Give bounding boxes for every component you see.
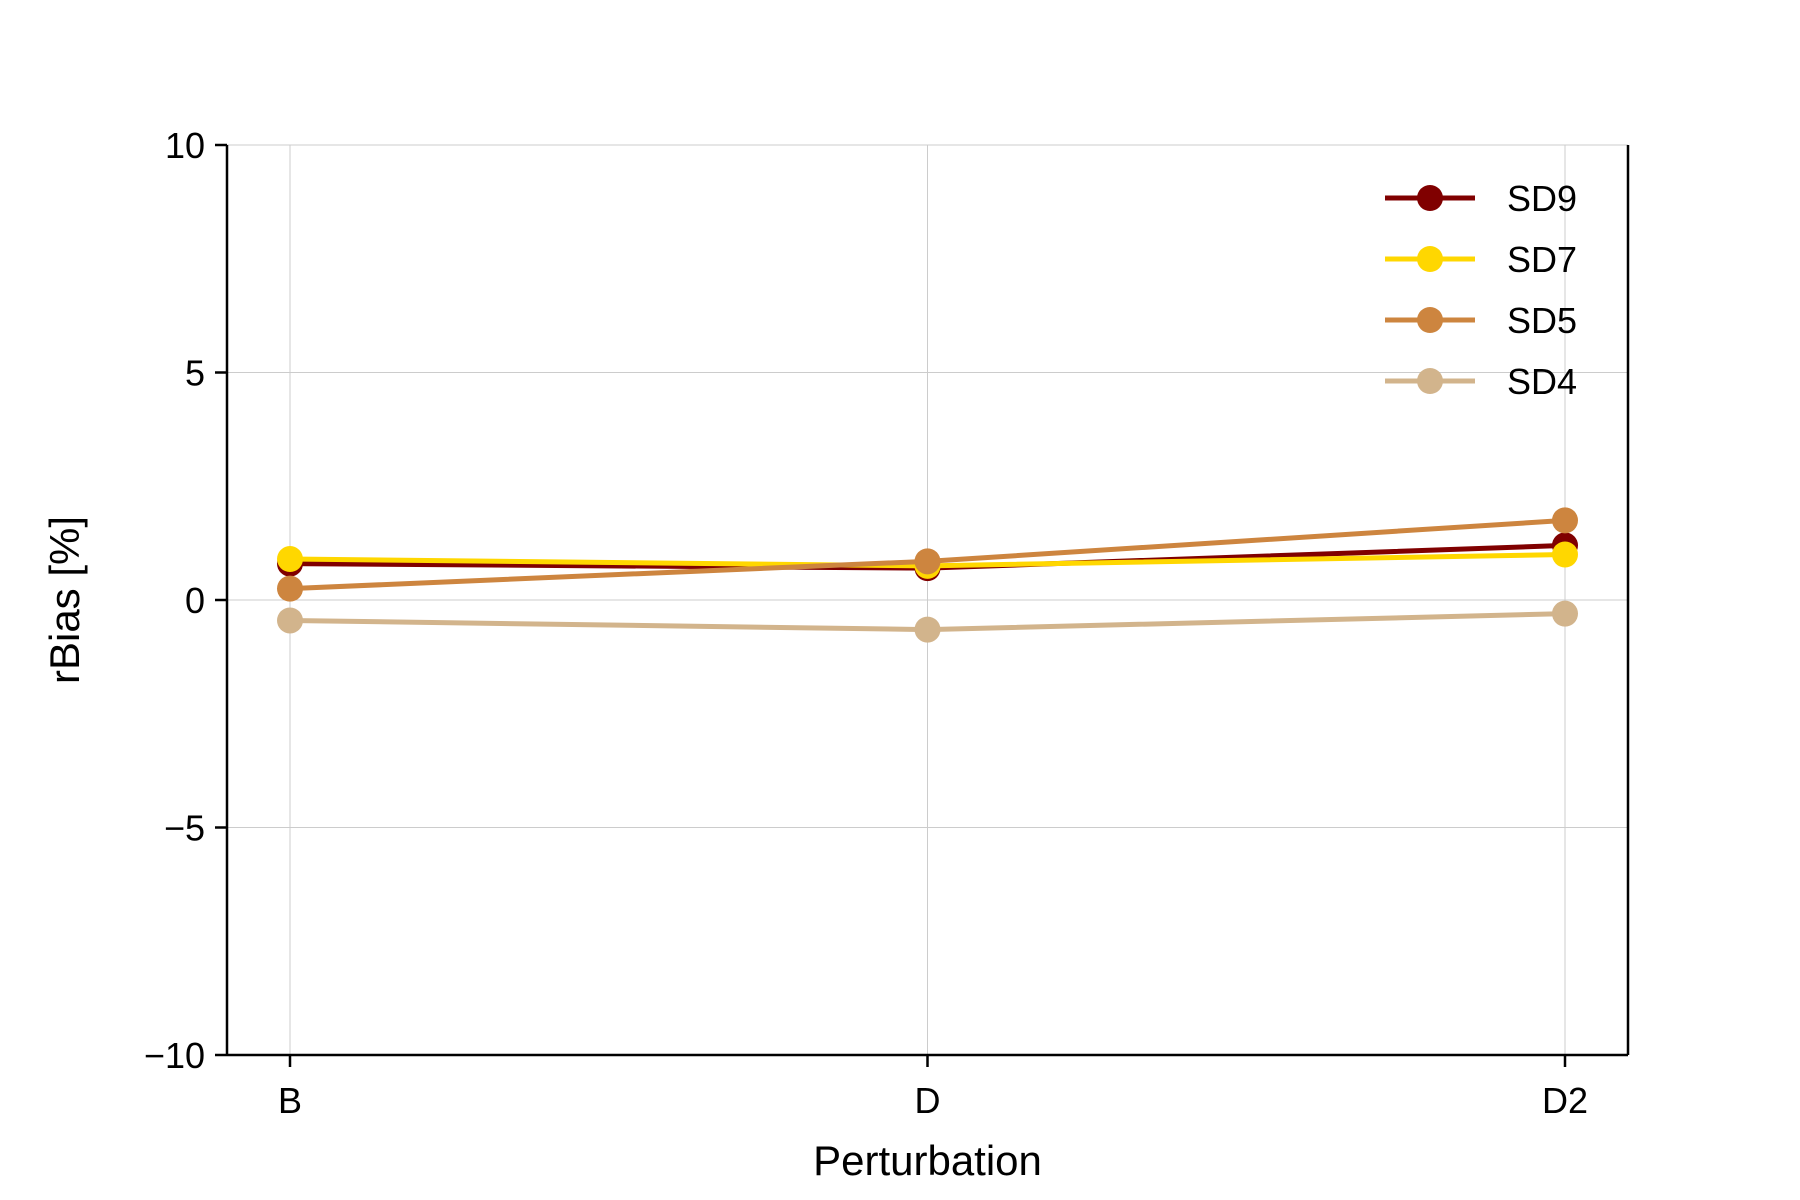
legend-entry-sd4: SD4 bbox=[1385, 361, 1577, 402]
axis-ticks: −10 −5 0 5 10 B D D2 bbox=[144, 125, 1588, 1121]
series-sd4 bbox=[277, 600, 1578, 643]
data-point-sd5 bbox=[277, 575, 303, 602]
y-tick-label: −10 bbox=[144, 1035, 205, 1076]
grid-lines bbox=[227, 144, 1628, 1056]
data-point-sd4 bbox=[277, 607, 303, 634]
legend-marker-sd5 bbox=[1417, 307, 1443, 333]
data-point-sd5 bbox=[914, 548, 941, 575]
legend-marker-sd7 bbox=[1417, 246, 1443, 272]
legend-entry-sd5: SD5 bbox=[1385, 300, 1577, 341]
legend-marker-sd9 bbox=[1417, 185, 1443, 211]
x-tick-label: D bbox=[915, 1080, 941, 1121]
x-tick-label: B bbox=[278, 1080, 302, 1121]
data-point-sd5 bbox=[1552, 507, 1578, 534]
x-axis-label: Perturbation bbox=[813, 1137, 1042, 1184]
y-tick-label: 10 bbox=[165, 125, 205, 166]
legend-entry-sd7: SD7 bbox=[1385, 239, 1577, 280]
series-sd5 bbox=[277, 507, 1578, 602]
data-point-sd4 bbox=[914, 616, 941, 643]
legend: SD9 SD7 SD5 SD4 bbox=[1385, 178, 1577, 402]
legend-label-sd5: SD5 bbox=[1507, 300, 1577, 341]
legend-label-sd7: SD7 bbox=[1507, 239, 1577, 280]
legend-label-sd9: SD9 bbox=[1507, 178, 1577, 219]
y-axis-label: rBias [%] bbox=[41, 516, 88, 684]
series-layer bbox=[277, 507, 1578, 643]
data-point-sd7 bbox=[277, 546, 303, 573]
y-tick-label: 5 bbox=[185, 353, 205, 394]
y-tick-label: 0 bbox=[185, 580, 205, 621]
legend-entry-sd9: SD9 bbox=[1385, 178, 1577, 219]
data-point-sd4 bbox=[1552, 600, 1578, 627]
x-tick-label: D2 bbox=[1542, 1080, 1588, 1121]
legend-marker-sd4 bbox=[1417, 368, 1443, 394]
legend-label-sd4: SD4 bbox=[1507, 361, 1577, 402]
y-tick-label: −5 bbox=[164, 808, 205, 849]
data-point-sd7 bbox=[1552, 541, 1578, 568]
